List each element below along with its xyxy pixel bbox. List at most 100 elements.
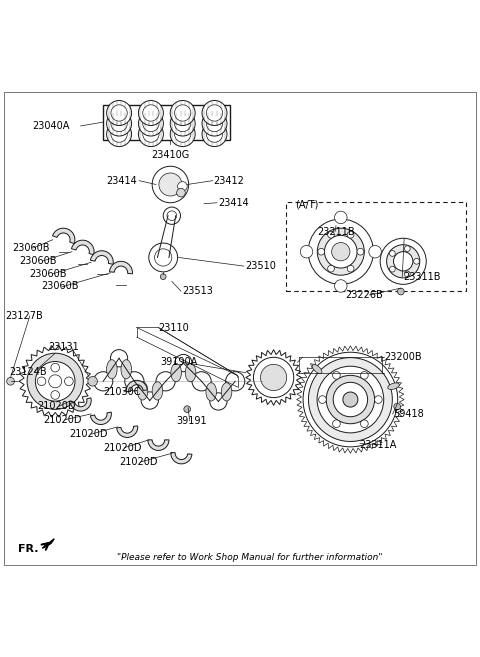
Circle shape	[317, 366, 384, 433]
Circle shape	[175, 354, 192, 372]
Circle shape	[163, 207, 180, 224]
Circle shape	[177, 189, 185, 197]
Text: 23513: 23513	[182, 286, 213, 296]
Circle shape	[110, 350, 128, 367]
Circle shape	[170, 122, 195, 147]
Circle shape	[335, 280, 347, 292]
Circle shape	[333, 420, 340, 428]
Circle shape	[386, 244, 420, 278]
Text: 21020D: 21020D	[70, 429, 108, 439]
Polygon shape	[90, 412, 111, 424]
Circle shape	[414, 258, 420, 264]
Bar	[103, 105, 230, 140]
Circle shape	[107, 101, 132, 125]
Circle shape	[210, 393, 227, 410]
Circle shape	[192, 372, 211, 391]
Text: 23124B: 23124B	[10, 367, 47, 376]
Circle shape	[357, 248, 364, 255]
Text: 21020D: 21020D	[37, 401, 76, 411]
Polygon shape	[42, 539, 54, 549]
Circle shape	[369, 246, 381, 258]
Text: 23311B: 23311B	[403, 271, 441, 282]
Text: 23060B: 23060B	[19, 256, 57, 266]
Text: 23510: 23510	[245, 261, 276, 271]
Circle shape	[389, 250, 395, 256]
Text: 23110: 23110	[158, 323, 189, 332]
Ellipse shape	[221, 383, 232, 401]
Text: 23414: 23414	[106, 175, 137, 186]
Circle shape	[360, 371, 368, 379]
Circle shape	[49, 375, 61, 388]
Text: (A/T): (A/T)	[295, 200, 319, 210]
Circle shape	[138, 101, 163, 125]
Ellipse shape	[152, 382, 163, 400]
Polygon shape	[72, 240, 94, 255]
Circle shape	[202, 101, 227, 125]
Text: 23127B: 23127B	[5, 311, 43, 321]
Text: 23131: 23131	[48, 342, 79, 351]
Polygon shape	[297, 346, 404, 453]
Circle shape	[328, 231, 335, 238]
Text: "Please refer to Work Shop Manual for further information": "Please refer to Work Shop Manual for fu…	[117, 553, 383, 562]
Text: 23060B: 23060B	[41, 281, 78, 291]
Circle shape	[226, 372, 245, 391]
Circle shape	[374, 396, 382, 403]
Ellipse shape	[312, 365, 322, 374]
Text: 39191: 39191	[177, 416, 207, 426]
Text: 23060B: 23060B	[12, 243, 49, 253]
Circle shape	[88, 376, 97, 386]
Circle shape	[319, 396, 326, 403]
Circle shape	[138, 111, 163, 136]
Circle shape	[27, 353, 84, 409]
Circle shape	[360, 420, 368, 428]
Circle shape	[317, 228, 364, 275]
Circle shape	[149, 243, 178, 272]
Circle shape	[332, 242, 350, 261]
Circle shape	[333, 382, 368, 417]
Circle shape	[107, 111, 132, 136]
Circle shape	[405, 246, 410, 252]
Polygon shape	[126, 380, 147, 392]
Circle shape	[159, 173, 182, 196]
Circle shape	[37, 377, 46, 386]
Circle shape	[328, 265, 335, 272]
Circle shape	[347, 231, 354, 238]
Text: 23410G: 23410G	[151, 150, 190, 160]
Circle shape	[170, 101, 195, 125]
Polygon shape	[148, 440, 169, 451]
Text: 23226B: 23226B	[346, 290, 384, 300]
Polygon shape	[109, 261, 132, 274]
Circle shape	[178, 181, 187, 191]
Circle shape	[380, 238, 426, 284]
Circle shape	[156, 372, 175, 391]
Polygon shape	[71, 397, 91, 411]
Circle shape	[261, 365, 287, 390]
Circle shape	[300, 246, 313, 258]
Text: 23311A: 23311A	[359, 440, 396, 449]
Ellipse shape	[171, 363, 181, 382]
Circle shape	[394, 252, 413, 271]
Text: 23412: 23412	[214, 175, 244, 186]
Circle shape	[184, 406, 191, 413]
Ellipse shape	[137, 382, 148, 400]
Text: 23211B: 23211B	[317, 227, 354, 237]
Ellipse shape	[185, 363, 196, 382]
Circle shape	[202, 122, 227, 147]
Circle shape	[125, 372, 144, 391]
Ellipse shape	[121, 359, 132, 379]
Circle shape	[253, 357, 294, 397]
Circle shape	[326, 375, 374, 424]
Circle shape	[51, 391, 60, 399]
Text: 23040A: 23040A	[32, 121, 70, 131]
Circle shape	[324, 235, 357, 268]
Circle shape	[397, 288, 404, 295]
Circle shape	[94, 372, 113, 391]
Circle shape	[335, 211, 347, 223]
Bar	[286, 202, 466, 291]
Circle shape	[389, 266, 395, 272]
Circle shape	[36, 361, 75, 401]
Circle shape	[318, 248, 324, 255]
Text: FR.: FR.	[18, 544, 39, 555]
Text: 23200B: 23200B	[384, 352, 421, 362]
Polygon shape	[52, 228, 75, 244]
